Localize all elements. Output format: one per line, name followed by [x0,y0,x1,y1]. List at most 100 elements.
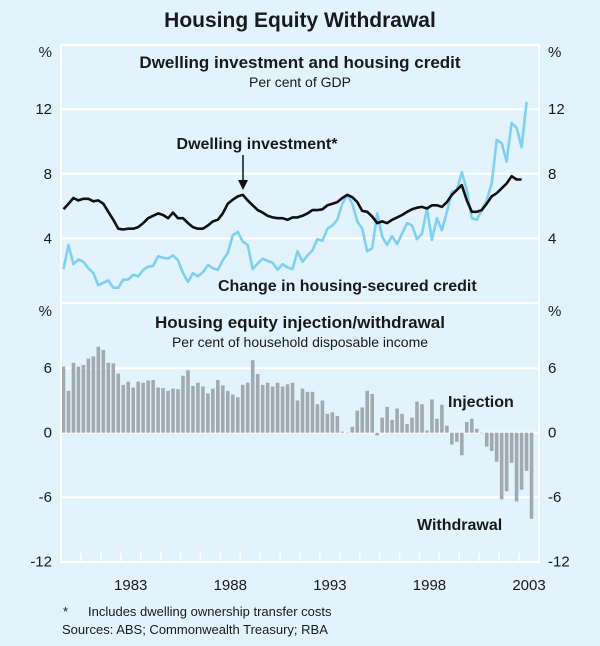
equity-bar [265,382,270,433]
y-tick-label: 0 [548,425,556,442]
dwelling-investment-line [62,174,522,231]
equity-bar [196,382,200,433]
equity-bar [435,418,439,433]
equity-bar [245,382,250,433]
y-tick-label: 12 [548,101,565,118]
equity-bar [484,432,489,447]
annotation-withdrawal: Withdrawal [417,517,502,534]
equity-bar [425,430,429,433]
equity-bar [514,432,519,502]
equity-bar [66,390,71,433]
equity-bar [250,360,255,433]
equity-bar [285,384,290,433]
sources: Sources: ABS; Commonwealth Treasury; RBA [62,622,328,637]
annotation-dwelling-investment: Dwelling investment* [177,136,339,153]
equity-bar [320,400,325,433]
equity-bar [191,385,195,433]
equity-bar [474,428,479,433]
equity-bar [111,363,116,433]
y-tick-label: 4 [44,230,52,247]
bottom-right-unit: % [548,303,561,320]
equity-bar [116,373,121,433]
equity-bar [156,387,160,433]
equity-bar [290,382,295,433]
equity-bar [325,413,330,433]
equity-bar [380,417,384,433]
line-series [62,101,528,289]
top-right-unit: % [548,44,561,61]
equity-bar [350,426,355,433]
x-tick-label: 1983 [114,577,147,594]
equity-bar [360,407,365,433]
y-tick-label: 6 [44,360,52,377]
top-panel-title: Dwelling investment and housing credit [139,53,460,72]
equity-bar [519,432,524,490]
equity-bars [61,346,534,519]
footnote-star: * [63,604,68,619]
equity-bar [295,400,300,433]
equity-bar [126,381,131,433]
y-tick-label: -12 [548,554,570,571]
y-tick-label: 0 [44,425,52,442]
equity-bar [460,432,464,456]
equity-bar [420,404,424,433]
equity-bar [365,390,370,433]
equity-bar [141,382,145,433]
equity-bar [315,404,320,433]
equity-bar [415,401,419,433]
equity-bar [186,370,190,433]
footnote: Includes dwelling ownership transfer cos… [88,604,332,619]
equity-bar [280,386,285,433]
equity-bar [355,410,360,433]
equity-bar [395,408,399,433]
equity-bar [305,391,310,433]
equity-bar [410,417,414,433]
equity-bar [146,380,150,433]
equity-bar [91,356,96,433]
y-tick-label: 8 [548,166,556,183]
equity-bar [106,362,111,433]
equity-bar [71,362,76,433]
bottom-panel-title: Housing equity injection/withdrawal [155,313,445,332]
equity-bar [181,375,185,433]
equity-bar [489,432,494,451]
equity-bar [390,419,394,433]
plot-frame [60,44,540,563]
equity-bar [385,406,389,433]
y-tick-label: 8 [44,166,52,183]
equity-bar [86,358,91,433]
equity-bar [255,374,260,433]
equity-bar [230,394,235,433]
x-tick-label: 1988 [214,577,247,594]
equity-bar [509,432,514,463]
equity-bar [221,385,225,433]
annotation-housing-credit: Change in housing-secured credit [218,278,477,295]
equity-bar [494,432,499,462]
top-panel-subtitle: Per cent of GDP [249,74,351,90]
equity-bar [440,404,444,433]
equity-bar [260,384,265,433]
chart-title: Housing Equity Withdrawal [164,9,436,32]
gridlines [61,108,539,499]
equity-bar [524,432,529,471]
equity-bar [345,432,350,434]
equity-bar [61,366,66,433]
equity-bar [335,416,340,433]
bottom-left-unit: % [39,303,52,320]
equity-bar [136,381,140,433]
equity-bar [450,432,454,445]
equity-bar [206,393,210,433]
equity-bar [270,386,275,433]
equity-bar [151,380,155,433]
y-tick-label: 12 [35,101,52,118]
equity-bar [216,380,220,433]
equity-bar [240,384,245,433]
y-tick-label: -6 [548,489,561,506]
axis-labels: 4 4 8 8 12 12 6 6 0 0 -6 -6 -12 -12 1983 1988 1993 1998 20… [30,101,569,594]
equity-bar [370,394,374,433]
equity-bar [121,384,126,433]
equity-bar [504,432,509,492]
arrow-down-icon [238,180,248,190]
housing-credit-line [62,101,528,289]
